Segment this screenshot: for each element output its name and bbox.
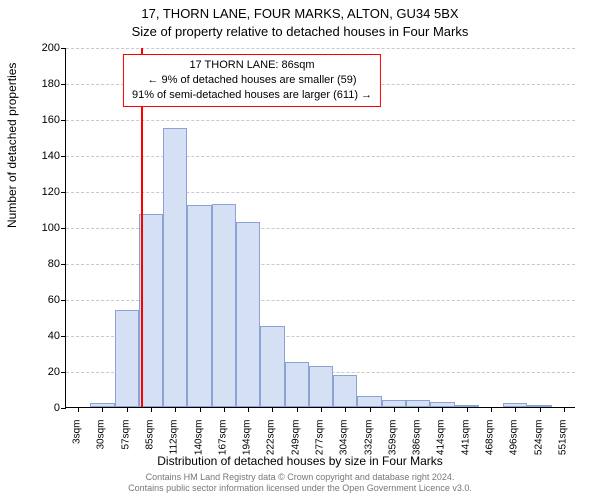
y-tick-label: 20 bbox=[20, 366, 60, 378]
y-tick-label: 200 bbox=[20, 42, 60, 54]
y-tick bbox=[61, 84, 66, 85]
x-tick bbox=[515, 407, 516, 412]
y-tick-label: 100 bbox=[20, 222, 60, 234]
histogram-bar bbox=[285, 362, 309, 407]
x-tick-label: 3sqm bbox=[72, 420, 83, 470]
histogram-bar bbox=[212, 204, 236, 407]
y-tick bbox=[61, 48, 66, 49]
x-tick-label: 551sqm bbox=[557, 420, 568, 470]
x-tick-label: 140sqm bbox=[193, 420, 204, 470]
histogram-bar bbox=[382, 400, 406, 407]
x-tick bbox=[540, 407, 541, 412]
histogram-bar bbox=[309, 366, 333, 407]
x-tick bbox=[272, 407, 273, 412]
x-tick bbox=[200, 407, 201, 412]
y-tick bbox=[61, 336, 66, 337]
x-tick bbox=[151, 407, 152, 412]
y-tick-label: 180 bbox=[20, 78, 60, 90]
x-tick bbox=[345, 407, 346, 412]
x-tick-label: 222sqm bbox=[266, 420, 277, 470]
x-tick bbox=[78, 407, 79, 412]
histogram-bar bbox=[406, 400, 430, 407]
x-tick bbox=[102, 407, 103, 412]
y-tick-label: 40 bbox=[20, 330, 60, 342]
annotation-line: 91% of semi-detached houses are larger (… bbox=[132, 88, 372, 103]
y-tick-label: 0 bbox=[20, 402, 60, 414]
x-tick-label: 194sqm bbox=[242, 420, 253, 470]
x-tick-label: 304sqm bbox=[339, 420, 350, 470]
x-tick-label: 332sqm bbox=[363, 420, 374, 470]
x-tick-label: 249sqm bbox=[290, 420, 301, 470]
annotation-line: 17 THORN LANE: 86sqm bbox=[132, 58, 372, 73]
annotation-line: ← 9% of detached houses are smaller (59) bbox=[132, 73, 372, 88]
y-tick bbox=[61, 120, 66, 121]
x-tick-label: 85sqm bbox=[145, 420, 156, 470]
x-tick bbox=[394, 407, 395, 412]
x-tick bbox=[370, 407, 371, 412]
y-tick-label: 120 bbox=[20, 186, 60, 198]
x-tick-label: 112sqm bbox=[169, 420, 180, 470]
histogram-bar bbox=[236, 222, 260, 407]
page-subtitle: Size of property relative to detached ho… bbox=[0, 24, 600, 39]
footer-line-1: Contains HM Land Registry data © Crown c… bbox=[0, 472, 600, 483]
y-tick-label: 160 bbox=[20, 114, 60, 126]
y-tick bbox=[61, 228, 66, 229]
x-tick bbox=[491, 407, 492, 412]
y-tick-label: 60 bbox=[20, 294, 60, 306]
histogram-plot: 17 THORN LANE: 86sqm← 9% of detached hou… bbox=[65, 48, 575, 408]
x-tick bbox=[418, 407, 419, 412]
x-tick-label: 414sqm bbox=[436, 420, 447, 470]
x-tick-label: 359sqm bbox=[387, 420, 398, 470]
footer-line-2: Contains public sector information licen… bbox=[0, 483, 600, 494]
x-tick bbox=[248, 407, 249, 412]
x-tick-label: 386sqm bbox=[412, 420, 423, 470]
x-tick bbox=[564, 407, 565, 412]
annotation-box: 17 THORN LANE: 86sqm← 9% of detached hou… bbox=[123, 54, 381, 107]
histogram-bar bbox=[333, 375, 357, 407]
y-tick bbox=[61, 372, 66, 373]
y-tick-label: 80 bbox=[20, 258, 60, 270]
histogram-bar bbox=[187, 205, 211, 407]
x-tick-label: 524sqm bbox=[533, 420, 544, 470]
x-tick-label: 468sqm bbox=[485, 420, 496, 470]
histogram-bar bbox=[260, 326, 284, 407]
footer-attribution: Contains HM Land Registry data © Crown c… bbox=[0, 472, 600, 495]
x-tick-label: 277sqm bbox=[315, 420, 326, 470]
y-tick bbox=[61, 264, 66, 265]
y-tick bbox=[61, 156, 66, 157]
x-tick bbox=[127, 407, 128, 412]
y-tick bbox=[61, 192, 66, 193]
histogram-bar bbox=[163, 128, 187, 407]
page-title: 17, THORN LANE, FOUR MARKS, ALTON, GU34 … bbox=[0, 6, 600, 21]
x-tick-label: 30sqm bbox=[96, 420, 107, 470]
x-tick bbox=[442, 407, 443, 412]
x-tick-label: 441sqm bbox=[460, 420, 471, 470]
x-tick bbox=[175, 407, 176, 412]
y-tick bbox=[61, 408, 66, 409]
x-tick bbox=[321, 407, 322, 412]
histogram-bar bbox=[115, 310, 139, 407]
y-tick-label: 140 bbox=[20, 150, 60, 162]
x-tick-label: 167sqm bbox=[217, 420, 228, 470]
x-tick bbox=[297, 407, 298, 412]
x-tick bbox=[224, 407, 225, 412]
x-tick-label: 496sqm bbox=[509, 420, 520, 470]
y-tick bbox=[61, 300, 66, 301]
histogram-bar bbox=[357, 396, 381, 407]
x-tick bbox=[467, 407, 468, 412]
x-tick-label: 57sqm bbox=[120, 420, 131, 470]
y-axis-label: Number of detached properties bbox=[5, 63, 19, 228]
